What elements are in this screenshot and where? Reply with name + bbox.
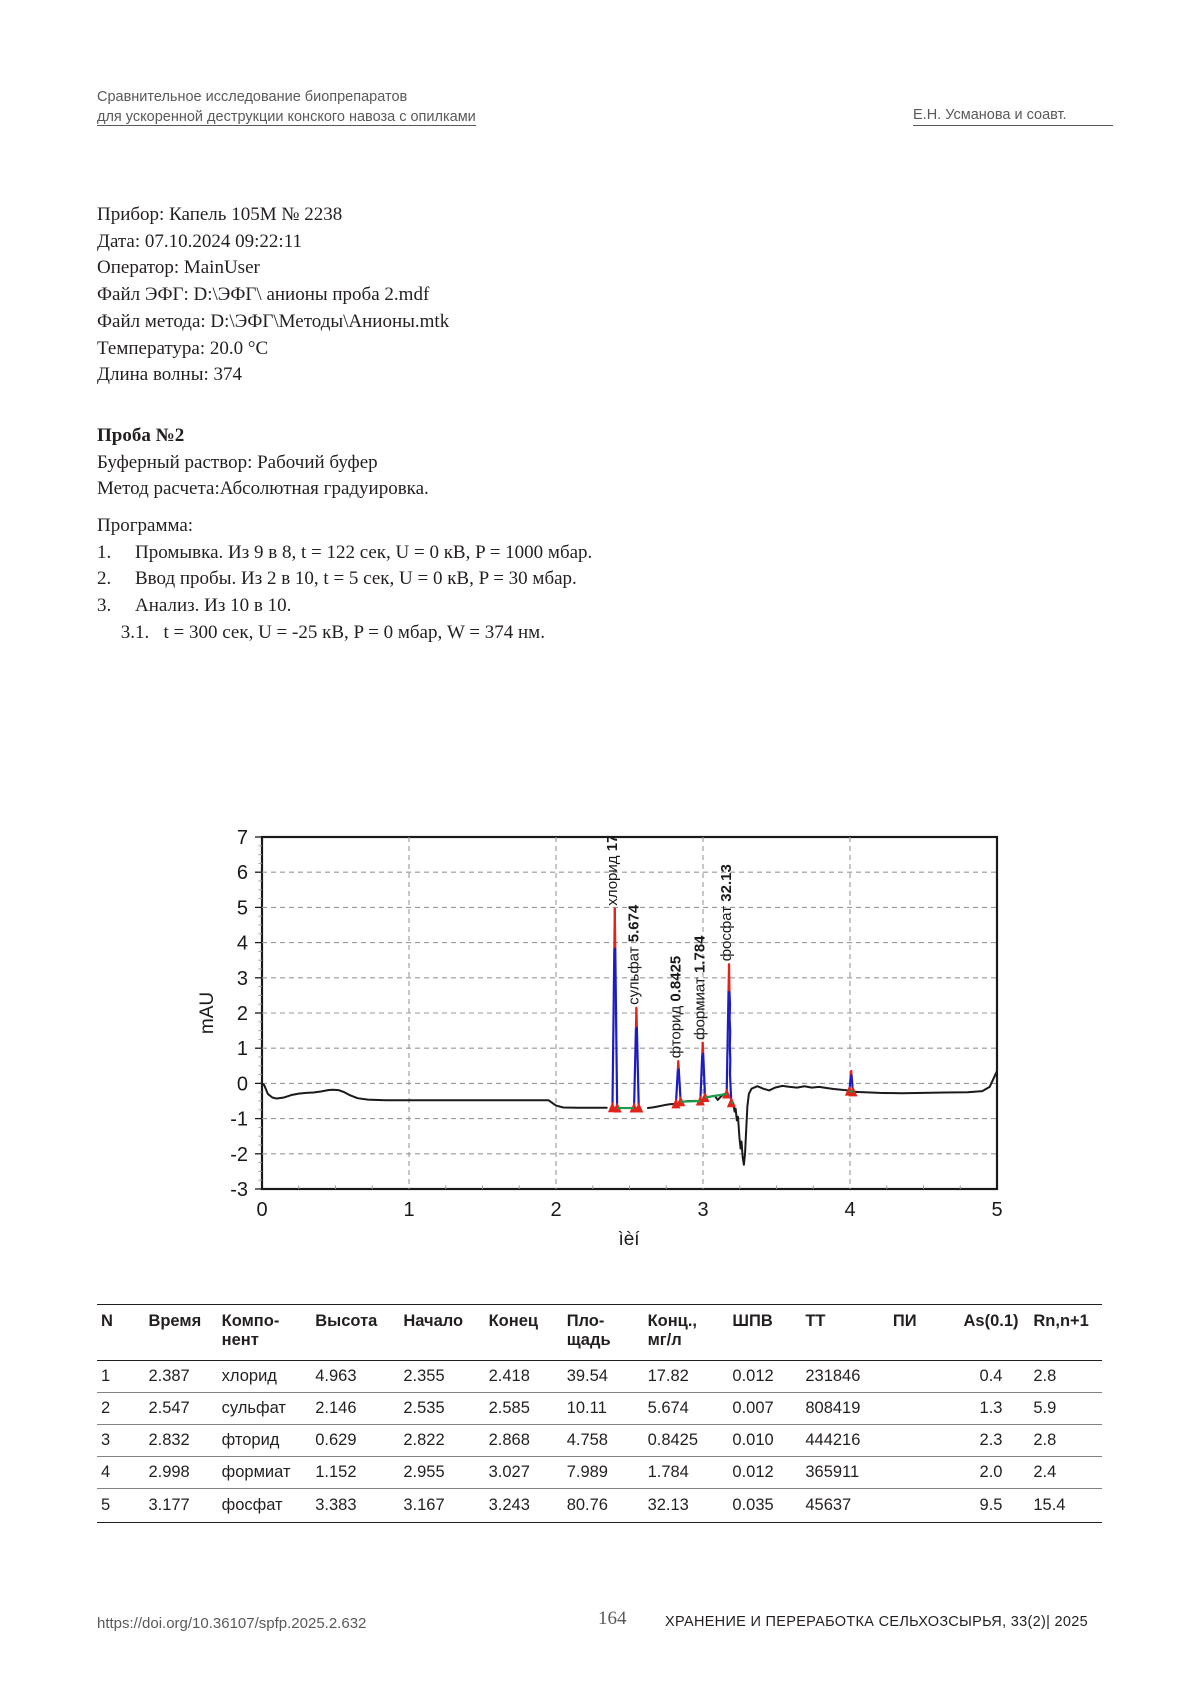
svg-text:5: 5: [991, 1199, 1002, 1221]
svg-text:сульфат 5.674: сульфат 5.674: [625, 904, 642, 1005]
svg-text:3: 3: [697, 1199, 708, 1221]
svg-text:формиат 1.784: формиат 1.784: [692, 935, 709, 1040]
svg-text:3: 3: [237, 968, 248, 990]
svg-text:mAU: mAU: [197, 992, 218, 1034]
svg-text:фторид 0.8425: фторид 0.8425: [667, 956, 684, 1059]
svg-text:5: 5: [237, 897, 248, 919]
svg-text:1: 1: [237, 1038, 248, 1060]
svg-text:-2: -2: [230, 1144, 248, 1166]
svg-text:6: 6: [237, 862, 248, 884]
svg-text:ìèí: ìèí: [618, 1229, 640, 1250]
svg-text:4: 4: [844, 1199, 855, 1221]
svg-text:фосфат 32.13: фосфат 32.13: [718, 864, 735, 961]
svg-text:2: 2: [550, 1199, 561, 1221]
svg-text:хлорид 17.82: хлорид 17.82: [604, 814, 621, 906]
svg-text:7: 7: [237, 827, 248, 849]
svg-text:0: 0: [237, 1073, 248, 1095]
svg-text:0: 0: [256, 1199, 267, 1221]
svg-text:-1: -1: [230, 1109, 248, 1131]
svg-text:4: 4: [237, 933, 248, 955]
svg-text:-3: -3: [230, 1179, 248, 1201]
svg-text:2: 2: [237, 1003, 248, 1025]
svg-text:1: 1: [403, 1199, 414, 1221]
